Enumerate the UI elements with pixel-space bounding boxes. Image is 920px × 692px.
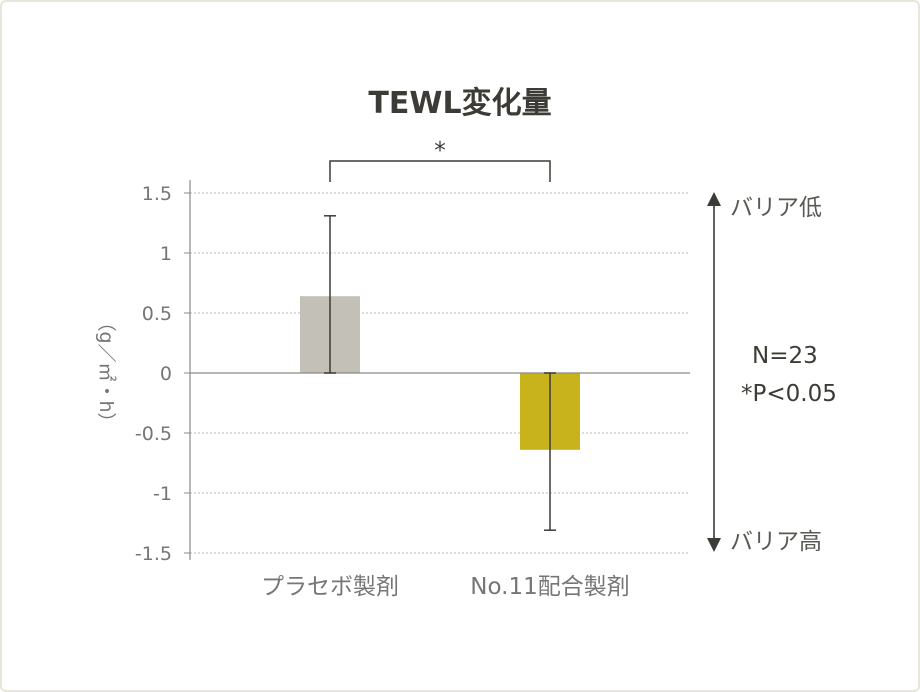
significance-bracket: * bbox=[329, 138, 551, 182]
y-tick-label: 1.5 bbox=[142, 183, 172, 205]
arrow-down-head bbox=[707, 538, 721, 552]
y-tick-label: 0.5 bbox=[142, 303, 172, 325]
y-tick-label: -1.5 bbox=[135, 543, 172, 565]
error-bar bbox=[324, 215, 336, 374]
significance-star: * bbox=[434, 138, 446, 164]
y-tick-label: 1 bbox=[160, 243, 172, 265]
y-tick-label: -0.5 bbox=[135, 423, 172, 445]
barrier-high-label: バリア高 bbox=[730, 529, 822, 555]
y-axis-label: （g／㎡・h） bbox=[95, 312, 118, 431]
error-bars bbox=[324, 215, 556, 531]
p-value-note: *P<0.05 bbox=[741, 381, 837, 407]
category-label: プラセボ製剤 bbox=[261, 574, 399, 600]
category-label: No.11配合製剤 bbox=[470, 574, 629, 600]
sample-size-note: N=23 bbox=[752, 343, 818, 369]
category-labels: プラセボ製剤 No.11配合製剤 bbox=[261, 574, 630, 600]
bracket-line bbox=[329, 160, 551, 182]
y-tick-label: 0 bbox=[160, 363, 172, 385]
chart-title: TEWL変化量 bbox=[368, 86, 551, 121]
y-tick-label: -1 bbox=[153, 483, 172, 505]
error-bar bbox=[544, 372, 556, 531]
y-ticks: 1.5 1 0.5 0 -0.5 -1 -1.5 bbox=[135, 183, 190, 565]
barrier-arrow bbox=[707, 192, 721, 552]
gridlines bbox=[190, 192, 690, 554]
arrow-up-head bbox=[707, 192, 721, 206]
barrier-low-label: バリア低 bbox=[730, 195, 822, 221]
